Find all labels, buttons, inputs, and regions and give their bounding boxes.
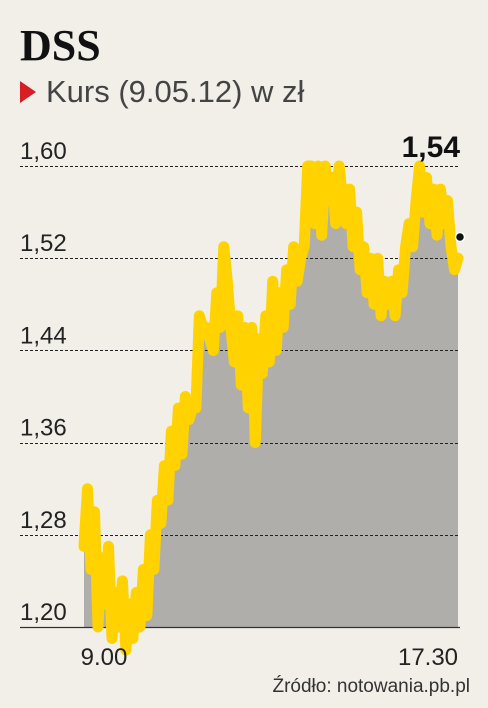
y-tick-label: 1,36 xyxy=(20,415,67,442)
x-tick-label: 17.30 xyxy=(398,644,458,671)
series-line xyxy=(78,160,464,656)
y-tick-label: 1,60 xyxy=(20,138,67,165)
chart-title: DSS xyxy=(20,21,101,70)
triangle-icon xyxy=(20,81,36,103)
y-tick-label: 1,52 xyxy=(20,230,67,257)
x-tick-label: 9.00 xyxy=(81,644,128,671)
last-value-label: 1,54 xyxy=(402,131,461,164)
source-note: Źródło: notowania.pb.pl xyxy=(272,676,470,697)
end-point-marker xyxy=(454,231,466,243)
y-tick-label: 1,28 xyxy=(20,507,67,534)
y-tick-label: 1,44 xyxy=(20,322,67,349)
chart-subtitle: Kurs (9.05.12) w zł xyxy=(20,74,304,110)
y-tick-label: 1,20 xyxy=(20,599,67,626)
subtitle-text: Kurs (9.05.12) w zł xyxy=(46,74,305,109)
